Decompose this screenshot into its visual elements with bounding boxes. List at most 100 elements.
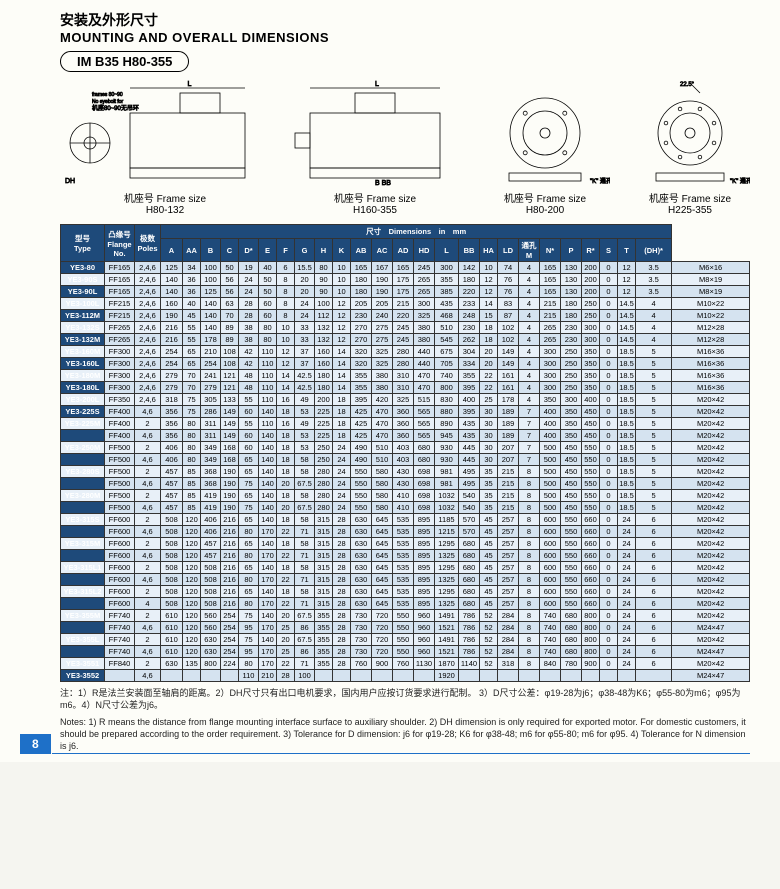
cell: 24 <box>618 538 636 550</box>
cell: 890 <box>435 418 459 430</box>
cell-flange: FF740 <box>105 646 135 658</box>
cell: 500 <box>540 466 561 478</box>
th-col: P <box>561 239 582 262</box>
cell: 18.5 <box>618 478 636 490</box>
cell: 48 <box>239 382 259 394</box>
cell: 279 <box>161 382 183 394</box>
cell: 945 <box>435 430 459 442</box>
cell: 18 <box>333 394 351 406</box>
cell: 6 <box>636 586 672 598</box>
cell: 10 <box>277 322 295 334</box>
cell: 67.5 <box>295 478 315 490</box>
cell: 450 <box>561 454 582 466</box>
cell: 52 <box>480 610 498 622</box>
cell: 18 <box>277 538 295 550</box>
diagram-subcaption-2: H80-200 <box>480 205 610 216</box>
cell: 4 <box>636 322 672 334</box>
cell: 680 <box>561 646 582 658</box>
cell: 300 <box>540 382 561 394</box>
table-row: YE3-180LFF3002,4,627970279121481101442.5… <box>61 382 750 394</box>
cell: 55 <box>183 334 201 346</box>
cell: 100 <box>201 274 221 286</box>
cell: 550 <box>393 610 414 622</box>
cell: 140 <box>259 442 277 454</box>
cell: 450 <box>561 502 582 514</box>
cell: 14 <box>277 370 295 382</box>
th-col: AD <box>393 239 414 262</box>
cell-type: YE3-100L <box>61 298 105 310</box>
cell: 190 <box>372 274 393 286</box>
cell: 110 <box>259 418 277 430</box>
cell: 7 <box>519 454 540 466</box>
cell: 325 <box>393 394 414 406</box>
cell: 6 <box>277 262 295 274</box>
cell: 4 <box>519 370 540 382</box>
cell: 315 <box>315 550 333 562</box>
cell: 36 <box>183 286 201 298</box>
cell: 400 <box>459 394 480 406</box>
cell: 28 <box>333 658 351 670</box>
title-cn: 安装及外形尺寸 <box>60 10 750 30</box>
cell: 18 <box>277 454 295 466</box>
cell: 75 <box>183 406 201 418</box>
cell: 6 <box>636 646 672 658</box>
cell: 275 <box>372 322 393 334</box>
cell: 350 <box>582 358 600 370</box>
table-row: YE3-112MFF2152,4,61904514070286082411212… <box>61 310 750 322</box>
cell: M20×42 <box>672 658 750 670</box>
cell: 280 <box>315 466 333 478</box>
th-col: S <box>600 239 618 262</box>
cell: 355 <box>315 622 333 634</box>
cell: 95 <box>239 622 259 634</box>
cell: 14 <box>333 370 351 382</box>
cell: 205 <box>372 298 393 310</box>
cell: 508 <box>161 586 183 598</box>
cell: 356 <box>161 430 183 442</box>
cell-type: YE3-160M <box>61 346 105 358</box>
cell: 149 <box>221 430 239 442</box>
diagram-caption-2: 机座号 Frame size <box>480 190 610 205</box>
table-row: FF6004,650812050821680170227131528630645… <box>61 574 750 586</box>
cell: 360 <box>393 430 414 442</box>
cell-type: YE3-90S <box>61 274 105 286</box>
cell: M16×36 <box>672 370 750 382</box>
svg-text:B BB: B BB <box>375 180 391 187</box>
cell: 1295 <box>435 538 459 550</box>
cell: 435 <box>459 418 480 430</box>
diagram-block-3: 22.5°"K" 通孔直径机座号 Frame sizeH225-355 <box>630 78 750 216</box>
cell: 698 <box>414 478 435 490</box>
cell: 580 <box>372 466 393 478</box>
cell: 71 <box>295 658 315 670</box>
cell: M20×42 <box>672 394 750 406</box>
table-row: YE3-280SFF500245785368190651401858280245… <box>61 466 750 478</box>
cell <box>636 670 672 682</box>
cell: 18 <box>480 322 498 334</box>
cell: 8 <box>519 574 540 586</box>
cell: 8 <box>519 658 540 670</box>
cell: 18.5 <box>618 466 636 478</box>
cell: 178 <box>498 394 519 406</box>
cell: 30 <box>480 430 498 442</box>
cell: 45 <box>183 310 201 322</box>
cell: 12 <box>333 298 351 310</box>
cell: 1491 <box>435 610 459 622</box>
cell: 470 <box>372 430 393 442</box>
cell <box>183 670 201 682</box>
cell: 630 <box>351 598 372 610</box>
cell: 58 <box>295 454 315 466</box>
cell: 121 <box>221 382 239 394</box>
cell: 5 <box>636 490 672 502</box>
cell: 189 <box>498 418 519 430</box>
cell: 180 <box>561 298 582 310</box>
cell: 508 <box>201 598 221 610</box>
cell: 680 <box>561 610 582 622</box>
table-row: YE3-3551FF840263013580022480170227135528… <box>61 658 750 670</box>
cell: 8 <box>277 310 295 322</box>
cell: 25 <box>277 646 295 658</box>
cell: 545 <box>435 334 459 346</box>
cell: 495 <box>459 466 480 478</box>
cell: 28 <box>333 646 351 658</box>
cell: 406 <box>161 454 183 466</box>
cell-type: YE3-90L <box>61 286 105 298</box>
th-col: AB <box>351 239 372 262</box>
